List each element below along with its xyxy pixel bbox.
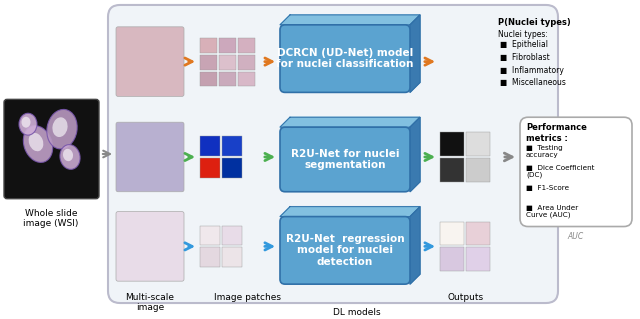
Bar: [200, 136, 220, 156]
Polygon shape: [410, 15, 420, 93]
Ellipse shape: [19, 113, 37, 135]
FancyBboxPatch shape: [108, 5, 558, 303]
Bar: [219, 71, 236, 86]
Bar: [440, 247, 464, 271]
Text: Image patches: Image patches: [214, 293, 282, 302]
Ellipse shape: [23, 126, 52, 162]
Polygon shape: [280, 207, 420, 217]
Bar: [200, 226, 220, 245]
Text: Whole slide
image (WSI): Whole slide image (WSI): [23, 209, 79, 228]
Bar: [238, 55, 255, 70]
FancyBboxPatch shape: [116, 122, 184, 192]
Bar: [466, 222, 490, 245]
Bar: [219, 55, 236, 70]
Text: ■  F1-Score: ■ F1-Score: [526, 185, 569, 191]
FancyBboxPatch shape: [520, 117, 632, 226]
Bar: [222, 158, 242, 178]
Text: Outputs: Outputs: [448, 293, 484, 302]
Ellipse shape: [47, 109, 77, 149]
Bar: [219, 38, 236, 53]
Text: DCRCN (UD-Net) model
for nuclei classification: DCRCN (UD-Net) model for nuclei classifi…: [276, 48, 413, 70]
Bar: [466, 158, 490, 182]
FancyBboxPatch shape: [4, 99, 99, 199]
FancyBboxPatch shape: [280, 127, 410, 192]
Text: ■  Fibroblast: ■ Fibroblast: [500, 53, 550, 62]
Bar: [200, 158, 220, 178]
Text: ■  Miscellaneous: ■ Miscellaneous: [500, 78, 566, 87]
Text: ■  Area Under
Curve (AUC): ■ Area Under Curve (AUC): [526, 205, 579, 218]
Polygon shape: [410, 207, 420, 284]
Polygon shape: [280, 117, 420, 127]
Text: R2U-Net for nuclei
segmentation: R2U-Net for nuclei segmentation: [291, 149, 399, 170]
Bar: [222, 247, 242, 267]
Bar: [440, 158, 464, 182]
Bar: [238, 38, 255, 53]
Ellipse shape: [52, 117, 68, 137]
Text: ■  Dice Coefficient
(DC): ■ Dice Coefficient (DC): [526, 165, 595, 178]
Text: ■  Inflammatory: ■ Inflammatory: [500, 66, 564, 75]
Text: Performance
metrics :: Performance metrics :: [526, 123, 587, 143]
Bar: [222, 226, 242, 245]
Bar: [222, 136, 242, 156]
FancyBboxPatch shape: [116, 27, 184, 96]
Bar: [238, 71, 255, 86]
Bar: [440, 132, 464, 156]
Ellipse shape: [63, 149, 73, 161]
Polygon shape: [410, 117, 420, 192]
FancyBboxPatch shape: [280, 25, 410, 93]
Text: R2U-Net  regression
model for nuclei
detection: R2U-Net regression model for nuclei dete…: [285, 234, 404, 267]
FancyBboxPatch shape: [116, 211, 184, 281]
Ellipse shape: [22, 117, 31, 128]
Bar: [466, 132, 490, 156]
Ellipse shape: [60, 145, 80, 169]
Bar: [440, 222, 464, 245]
Text: ■  Testing
accuracy: ■ Testing accuracy: [526, 145, 563, 158]
Bar: [200, 71, 217, 86]
Bar: [200, 55, 217, 70]
Ellipse shape: [29, 133, 44, 151]
Text: DL models: DL models: [333, 308, 381, 317]
Polygon shape: [280, 15, 420, 25]
Bar: [466, 247, 490, 271]
Text: AUC: AUC: [568, 233, 584, 241]
Bar: [200, 247, 220, 267]
Bar: [200, 38, 217, 53]
Text: P(Nuclei types): P(Nuclei types): [498, 18, 571, 27]
Text: ■  Epithelial: ■ Epithelial: [500, 40, 548, 49]
Text: Nuclei types:: Nuclei types:: [498, 30, 548, 39]
Text: Multi-scale
image: Multi-scale image: [125, 293, 175, 313]
FancyBboxPatch shape: [280, 217, 410, 284]
